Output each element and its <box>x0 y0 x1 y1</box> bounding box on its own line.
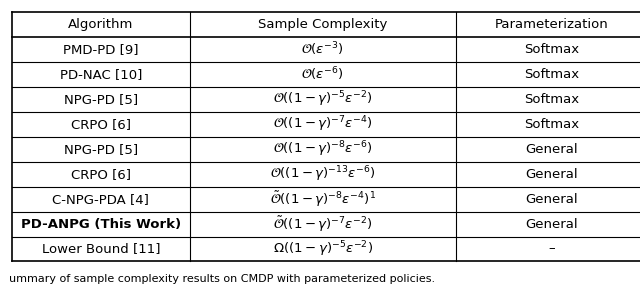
Text: General: General <box>525 193 577 206</box>
Text: Sample Complexity: Sample Complexity <box>258 18 387 31</box>
Text: $\Omega((1-\gamma)^{-5}\epsilon^{-2})$: $\Omega((1-\gamma)^{-5}\epsilon^{-2})$ <box>273 239 373 259</box>
Text: Lower Bound [11]: Lower Bound [11] <box>42 243 160 255</box>
Text: Parameterization: Parameterization <box>494 18 608 31</box>
Text: $\mathcal{O}((1-\gamma)^{-8}\epsilon^{-6})$: $\mathcal{O}((1-\gamma)^{-8}\epsilon^{-6… <box>273 140 372 159</box>
Text: $\mathcal{O}((1-\gamma)^{-5}\epsilon^{-2})$: $\mathcal{O}((1-\gamma)^{-5}\epsilon^{-2… <box>273 90 372 109</box>
Text: Softmax: Softmax <box>524 68 579 81</box>
Text: $\mathcal{O}((1-\gamma)^{-7}\epsilon^{-4})$: $\mathcal{O}((1-\gamma)^{-7}\epsilon^{-4… <box>273 115 372 134</box>
Text: NPG-PD [5]: NPG-PD [5] <box>64 93 138 106</box>
Text: $\tilde{\mathcal{O}}((1-\gamma)^{-8}\epsilon^{-4})^1$: $\tilde{\mathcal{O}}((1-\gamma)^{-8}\eps… <box>270 189 376 209</box>
Text: CRPO [6]: CRPO [6] <box>71 118 131 131</box>
Text: General: General <box>525 168 577 181</box>
Text: Softmax: Softmax <box>524 43 579 56</box>
Text: Algorithm: Algorithm <box>68 18 134 31</box>
Text: General: General <box>525 143 577 156</box>
Text: $\mathcal{O}((1-\gamma)^{-13}\epsilon^{-6})$: $\mathcal{O}((1-\gamma)^{-13}\epsilon^{-… <box>270 164 376 184</box>
Text: Softmax: Softmax <box>524 118 579 131</box>
Text: PD-NAC [10]: PD-NAC [10] <box>60 68 142 81</box>
Text: ummary of sample complexity results on CMDP with parameterized policies.: ummary of sample complexity results on C… <box>9 274 435 284</box>
Text: C-NPG-PDA [4]: C-NPG-PDA [4] <box>52 193 149 206</box>
Text: $\mathcal{O}(\epsilon^{-3})$: $\mathcal{O}(\epsilon^{-3})$ <box>301 41 344 58</box>
Text: General: General <box>525 218 577 230</box>
Text: $\mathcal{O}(\epsilon^{-6})$: $\mathcal{O}(\epsilon^{-6})$ <box>301 66 344 83</box>
Text: CRPO [6]: CRPO [6] <box>71 168 131 181</box>
Text: NPG-PD [5]: NPG-PD [5] <box>64 143 138 156</box>
Text: Softmax: Softmax <box>524 93 579 106</box>
Text: –: – <box>548 243 554 255</box>
Text: PMD-PD [9]: PMD-PD [9] <box>63 43 139 56</box>
Text: PD-ANPG (This Work): PD-ANPG (This Work) <box>20 218 181 230</box>
Text: $\tilde{\mathcal{O}}((1-\gamma)^{-7}\epsilon^{-2})$: $\tilde{\mathcal{O}}((1-\gamma)^{-7}\eps… <box>273 214 372 234</box>
